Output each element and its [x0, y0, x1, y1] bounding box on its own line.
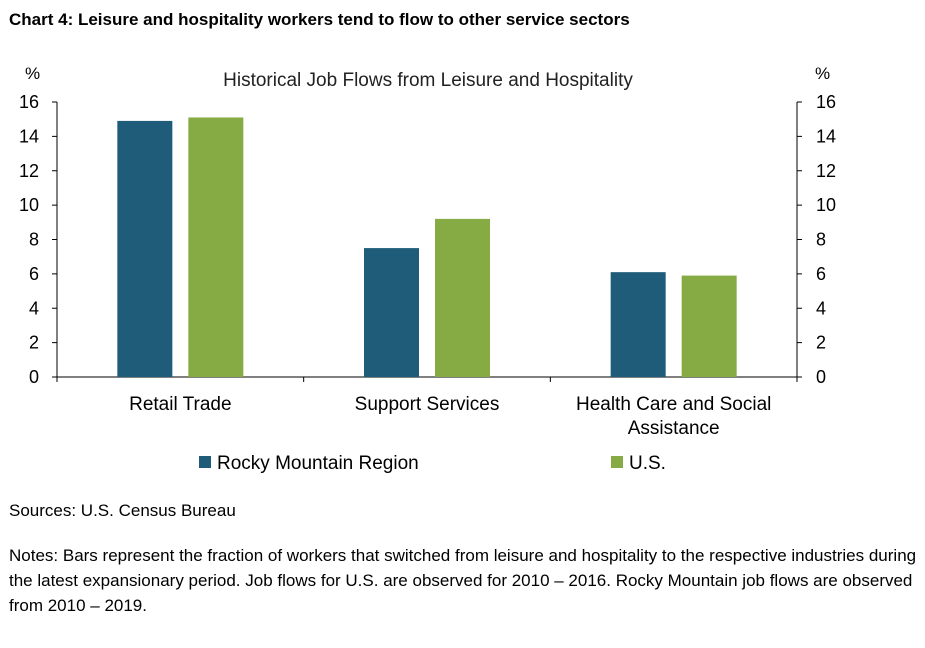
y-tick-label-right: 12	[816, 161, 836, 181]
legend-label-us: U.S.	[629, 453, 666, 474]
chart-title: Historical Job Flows from Leisure and Ho…	[223, 70, 633, 91]
bar-rocky-mountain-2	[610, 272, 666, 377]
y-tick-label-left: 2	[29, 333, 39, 353]
y-tick-label-left: 8	[29, 230, 39, 250]
y-tick-label-right: 16	[816, 92, 836, 112]
bar-chart: Historical Job Flows from Leisure and Ho…	[19, 64, 836, 474]
bar-rocky-mountain-1	[364, 248, 419, 377]
chart-heading: Chart 4: Leisure and hospitality workers…	[9, 10, 630, 29]
y-tick-label-right: 4	[816, 298, 826, 318]
legend-swatch-us	[611, 456, 623, 468]
y-tick-label-left: 4	[29, 298, 39, 318]
category-label: Assistance	[628, 418, 720, 439]
y-tick-label-right: 8	[816, 230, 826, 250]
y-tick-label-right: 6	[816, 264, 826, 284]
legend-label-rocky-mountain: Rocky Mountain Region	[217, 453, 419, 474]
category-label: Support Services	[355, 394, 500, 415]
y-tick-label-right: 2	[816, 333, 826, 353]
y-tick-label-left: 10	[19, 195, 39, 215]
category-label: Health Care and Social	[576, 394, 771, 415]
y-tick-label-left: 6	[29, 264, 39, 284]
bar-rocky-mountain-0	[117, 120, 173, 377]
sources-note: Sources: U.S. Census Bureau	[9, 501, 236, 520]
left-axis-unit: %	[25, 64, 40, 83]
y-tick-label-right: 10	[816, 195, 836, 215]
category-label: Retail Trade	[129, 394, 231, 415]
legend: Rocky Mountain Region U.S.	[199, 453, 666, 474]
bar-us-1	[435, 218, 490, 377]
y-tick-label-left: 16	[19, 92, 39, 112]
y-tick-label-left: 12	[19, 161, 39, 181]
legend-swatch-rocky-mountain	[199, 456, 211, 468]
bar-us-0	[188, 117, 244, 377]
y-tick-label-left: 0	[29, 367, 39, 387]
y-tick-label-left: 14	[19, 126, 39, 146]
bar-us-2	[681, 275, 737, 377]
y-tick-label-right: 0	[816, 367, 826, 387]
right-axis-unit: %	[815, 64, 830, 83]
y-tick-label-right: 14	[816, 126, 836, 146]
notes-text: Notes: Bars represent the fraction of wo…	[9, 546, 917, 615]
